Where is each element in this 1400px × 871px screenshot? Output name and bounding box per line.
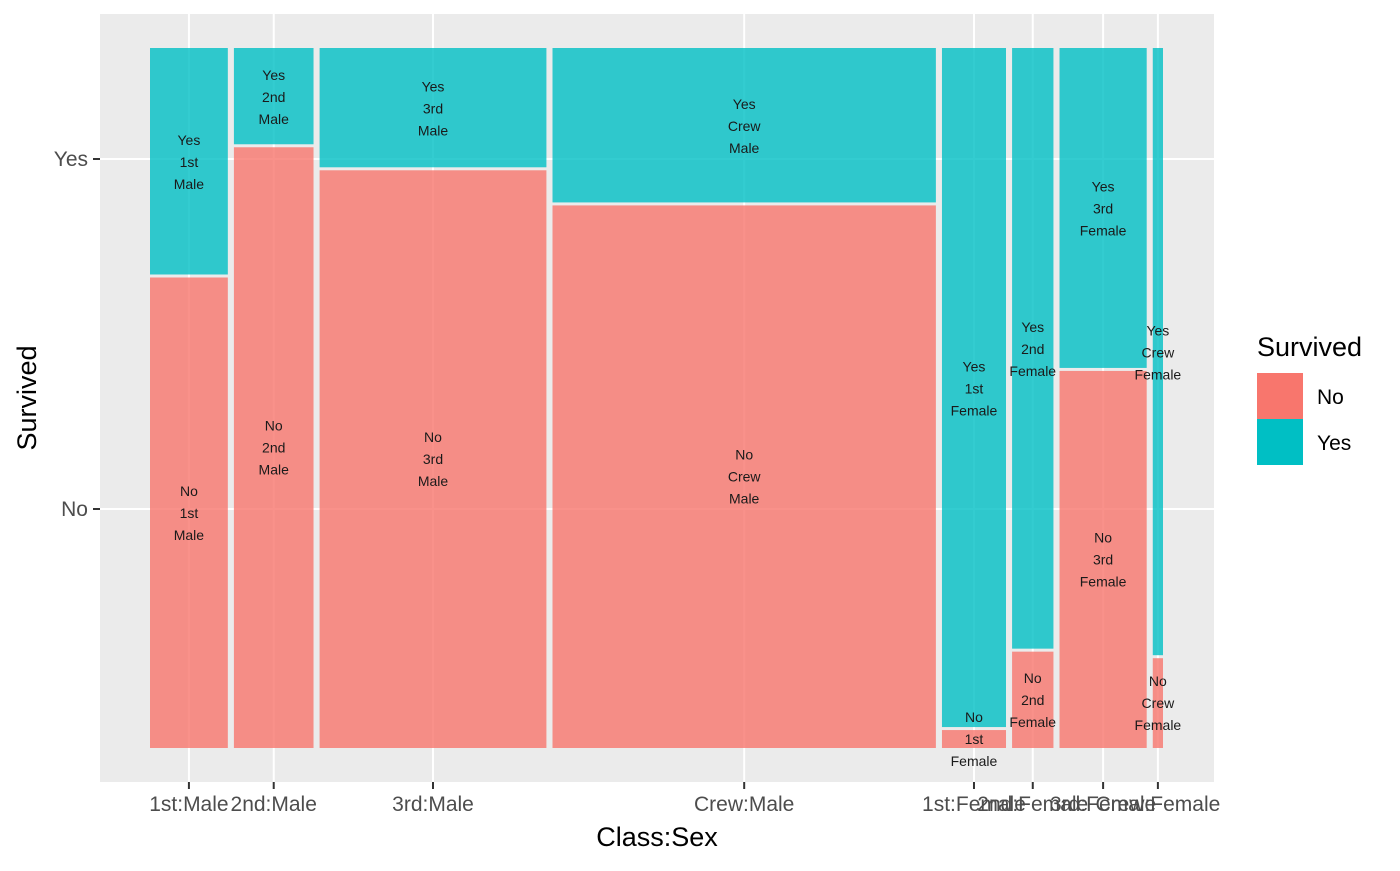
tile-label-yes-3rd-female: Yes 3rd Female — [1080, 179, 1127, 239]
tile-label-yes-crew-male: Yes Crew Male — [728, 96, 762, 156]
tile-no-2nd-female — [1012, 651, 1054, 748]
tile-no-1st-male — [150, 277, 228, 748]
x-tick-label: 2nd:Female — [977, 793, 1088, 816]
tile-no-3rd-female — [1059, 370, 1147, 748]
tile-label-yes-crew-female: Yes Crew Female — [1135, 322, 1182, 382]
tile-label-no-3rd-male: No 3rd Male — [418, 429, 449, 489]
x-tick-label: 2nd:Male — [231, 793, 317, 816]
tile-yes-crew-male — [552, 48, 936, 203]
tile-labels: Yes 1st Male No 1st Male Yes 2nd Male No 2nd Male Ye… — [174, 67, 1182, 769]
legend-key-yes — [1257, 419, 1303, 465]
x-tick-label: 1st:Male — [149, 793, 228, 816]
y-tick-label-yes: Yes — [54, 148, 88, 171]
legend-key-no — [1257, 373, 1303, 419]
tile-yes-3rd-female — [1059, 48, 1147, 368]
legend-label-yes: Yes — [1317, 432, 1351, 455]
x-tick-label: 3rd:Female — [1050, 793, 1156, 816]
tile-no-crew-female — [1152, 658, 1163, 748]
x-tick-label: Crew:Female — [1095, 793, 1220, 816]
tile-no-1st-female — [941, 730, 1007, 748]
x-tick-label: 1st:Female — [922, 793, 1026, 816]
legend: Survived No Yes — [1257, 332, 1362, 465]
tile-label-no-crew-female: No Crew Female — [1135, 673, 1182, 733]
tile-label-yes-3rd-male: Yes 3rd Male — [418, 78, 449, 138]
tile-label-yes-1st-female: Yes 1st Female — [951, 358, 998, 418]
x-tick-label: Crew:Male — [694, 793, 794, 816]
tile-yes-crew-female — [1152, 48, 1163, 656]
x-axis-title: Class:Sex — [596, 822, 718, 852]
tile-label-yes-2nd-female: Yes 2nd Female — [1009, 319, 1056, 379]
tile-label-no-2nd-male: No 2nd Male — [259, 418, 290, 478]
tile-label-no-crew-male: No Crew Male — [728, 447, 762, 507]
tile-yes-1st-female — [941, 48, 1007, 728]
tile-no-3rd-male — [319, 170, 547, 749]
tile-yes-2nd-male — [233, 48, 314, 145]
tile-yes-1st-male — [150, 48, 228, 275]
tile-no-2nd-male — [233, 147, 314, 748]
tile-label-no-1st-female: No 1st Female — [951, 709, 998, 769]
tile-yes-2nd-female — [1012, 48, 1054, 649]
tile-label-no-3rd-female: No 3rd Female — [1080, 529, 1127, 589]
tile-yes-3rd-male — [319, 48, 547, 168]
tile-label-no-2nd-female: No 2nd Female — [1009, 670, 1056, 730]
x-tick-label: 3rd:Male — [392, 793, 474, 816]
legend-label-no: No — [1317, 386, 1344, 409]
tile-label-yes-2nd-male: Yes 2nd Male — [259, 67, 290, 127]
tile-label-no-1st-male: No 1st Male — [174, 483, 205, 543]
legend-title: Survived — [1257, 332, 1362, 362]
mosaic-tiles — [150, 48, 1163, 749]
y-axis: No Yes — [54, 148, 100, 521]
y-tick-label-no: No — [61, 498, 88, 521]
tile-no-crew-male — [552, 205, 936, 748]
tile-label-yes-1st-male: Yes 1st Male — [174, 132, 205, 192]
y-axis-title: Survived — [12, 345, 42, 450]
x-axis: 1st:Male 2nd:Male 3rd:Male Crew:Male 1st:Fem… — [149, 782, 1220, 816]
